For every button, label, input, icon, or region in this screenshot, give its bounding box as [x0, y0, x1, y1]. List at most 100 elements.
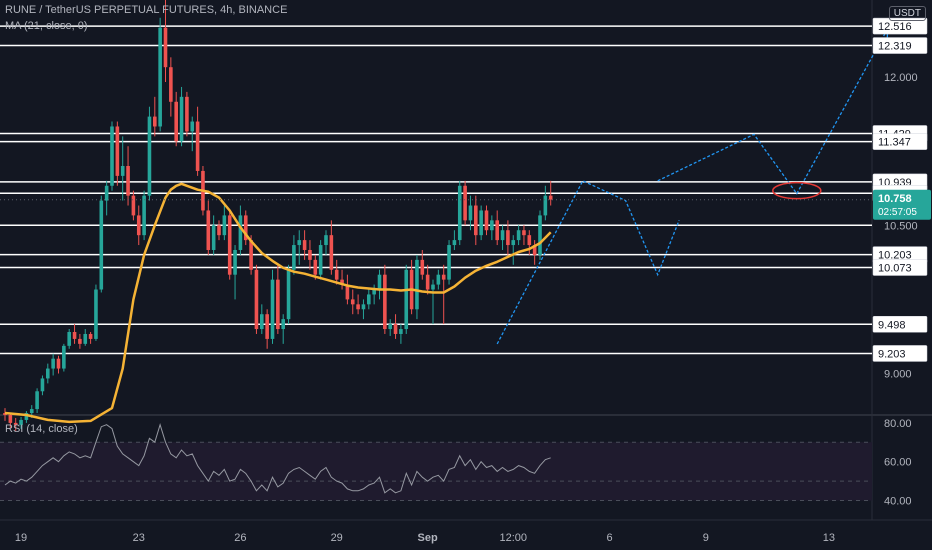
currency-badge[interactable]: USDT	[888, 6, 926, 21]
candle-body	[276, 279, 280, 330]
target-ellipse[interactable]	[772, 181, 822, 200]
candle-body	[147, 116, 152, 196]
candle-body	[163, 27, 168, 68]
level-price-label: 9.498	[878, 319, 906, 331]
level-price-label-box	[872, 316, 928, 333]
candle-body	[265, 314, 269, 339]
level-price-label: 11.347	[878, 137, 911, 149]
candle-body	[120, 166, 125, 176]
candle-body	[490, 220, 494, 231]
candle-body	[110, 126, 114, 186]
candle-body	[195, 121, 200, 171]
candle-body	[457, 185, 462, 241]
candle-body	[51, 358, 55, 369]
candle-body	[399, 329, 403, 334]
candle-body	[88, 333, 93, 339]
candle-body	[425, 274, 430, 290]
candle-body	[243, 215, 248, 241]
candle-body	[468, 205, 473, 221]
price-tick-label: 10.500	[884, 220, 918, 232]
drawings-layer[interactable]	[496, 27, 889, 345]
candle-body	[56, 358, 61, 369]
forecast-path[interactable]	[657, 28, 889, 195]
level-price-label-box	[872, 259, 928, 276]
candle-body	[190, 121, 195, 132]
time-tick-label: 9	[703, 532, 709, 544]
candle-body	[377, 274, 382, 290]
time-tick-label: 23	[133, 532, 145, 544]
candle-body	[8, 415, 13, 423]
candles-layer	[3, 0, 553, 431]
level-price-label-box	[872, 133, 928, 150]
candle-body	[372, 289, 376, 295]
candle-body	[367, 294, 371, 305]
level-price-label: 9.203	[878, 348, 906, 360]
candle-body	[179, 96, 184, 142]
candle-body	[500, 230, 505, 241]
candle-body	[142, 195, 146, 236]
candle-body	[334, 269, 339, 280]
candle-body	[506, 230, 510, 246]
level-price-label: 10.203	[878, 250, 912, 262]
candle-body	[136, 215, 141, 236]
rsi-tick-label: 60.00	[884, 457, 912, 469]
candle-body	[286, 269, 291, 320]
candle-body	[522, 230, 526, 236]
rsi-tick-label: 80.00	[884, 418, 912, 430]
candle-body	[527, 235, 532, 246]
rsi-pane	[0, 422, 872, 502]
candle-body	[484, 210, 489, 231]
candle-body	[340, 279, 344, 285]
time-axis[interactable]: 19 23 26 29 Sep 12:00 6 9 13	[15, 532, 835, 544]
candle-body	[420, 259, 425, 275]
candle-body	[447, 245, 451, 280]
candle-body	[415, 259, 419, 310]
candle-body	[99, 200, 104, 290]
rsi-band	[0, 442, 872, 501]
candle-body	[516, 230, 521, 241]
candle-body	[169, 67, 173, 102]
candle-body	[131, 195, 136, 216]
level-price-label-box	[872, 37, 928, 54]
rsi-legend[interactable]: RSI (14, close)	[5, 423, 78, 435]
time-tick-label: 29	[331, 532, 343, 544]
price-axis[interactable]: 12.51612.31911.42911.34710.93910.82410.5…	[0, 17, 931, 508]
candle-body	[185, 96, 189, 132]
candle-body	[233, 249, 237, 275]
horizontal-levels	[0, 25, 872, 355]
price-tick-label: 12.000	[884, 72, 918, 84]
candle-body	[383, 274, 387, 330]
candle-body	[227, 215, 232, 275]
candle-body	[222, 215, 227, 236]
candle-body	[29, 409, 34, 414]
level-price-label-box	[872, 17, 928, 35]
candle-body	[62, 345, 66, 369]
candle-body	[104, 185, 109, 201]
candle-body	[404, 269, 409, 330]
ma-legend[interactable]: MA (21, close, 0)	[5, 20, 88, 32]
last-price-badge	[873, 189, 931, 220]
candle-body	[511, 240, 516, 246]
candle-body	[174, 101, 178, 142]
candle-body	[441, 274, 446, 280]
level-price-label: 12.516	[878, 21, 912, 33]
candle-body	[474, 205, 478, 236]
pattern-drawing[interactable]	[496, 179, 680, 345]
candle-body	[206, 210, 211, 250]
candle-body	[254, 269, 259, 330]
candle-body	[431, 284, 435, 290]
countdown-value: 02:57:05	[878, 207, 917, 218]
time-tick-label: 13	[823, 532, 835, 544]
candle-body	[19, 419, 23, 425]
candle-body	[78, 338, 82, 344]
last-price-value: 10.758	[878, 193, 912, 205]
candle-body	[393, 324, 398, 334]
candle-body	[94, 289, 98, 339]
candle-body	[67, 332, 71, 346]
chart-title: RUNE / TetherUS PERPETUAL FUTURES, 4h, B…	[5, 4, 288, 16]
candle-body	[302, 240, 307, 250]
candle-body	[538, 215, 542, 255]
candle-body	[46, 368, 50, 379]
rsi-tick-label: 40.00	[884, 496, 912, 508]
